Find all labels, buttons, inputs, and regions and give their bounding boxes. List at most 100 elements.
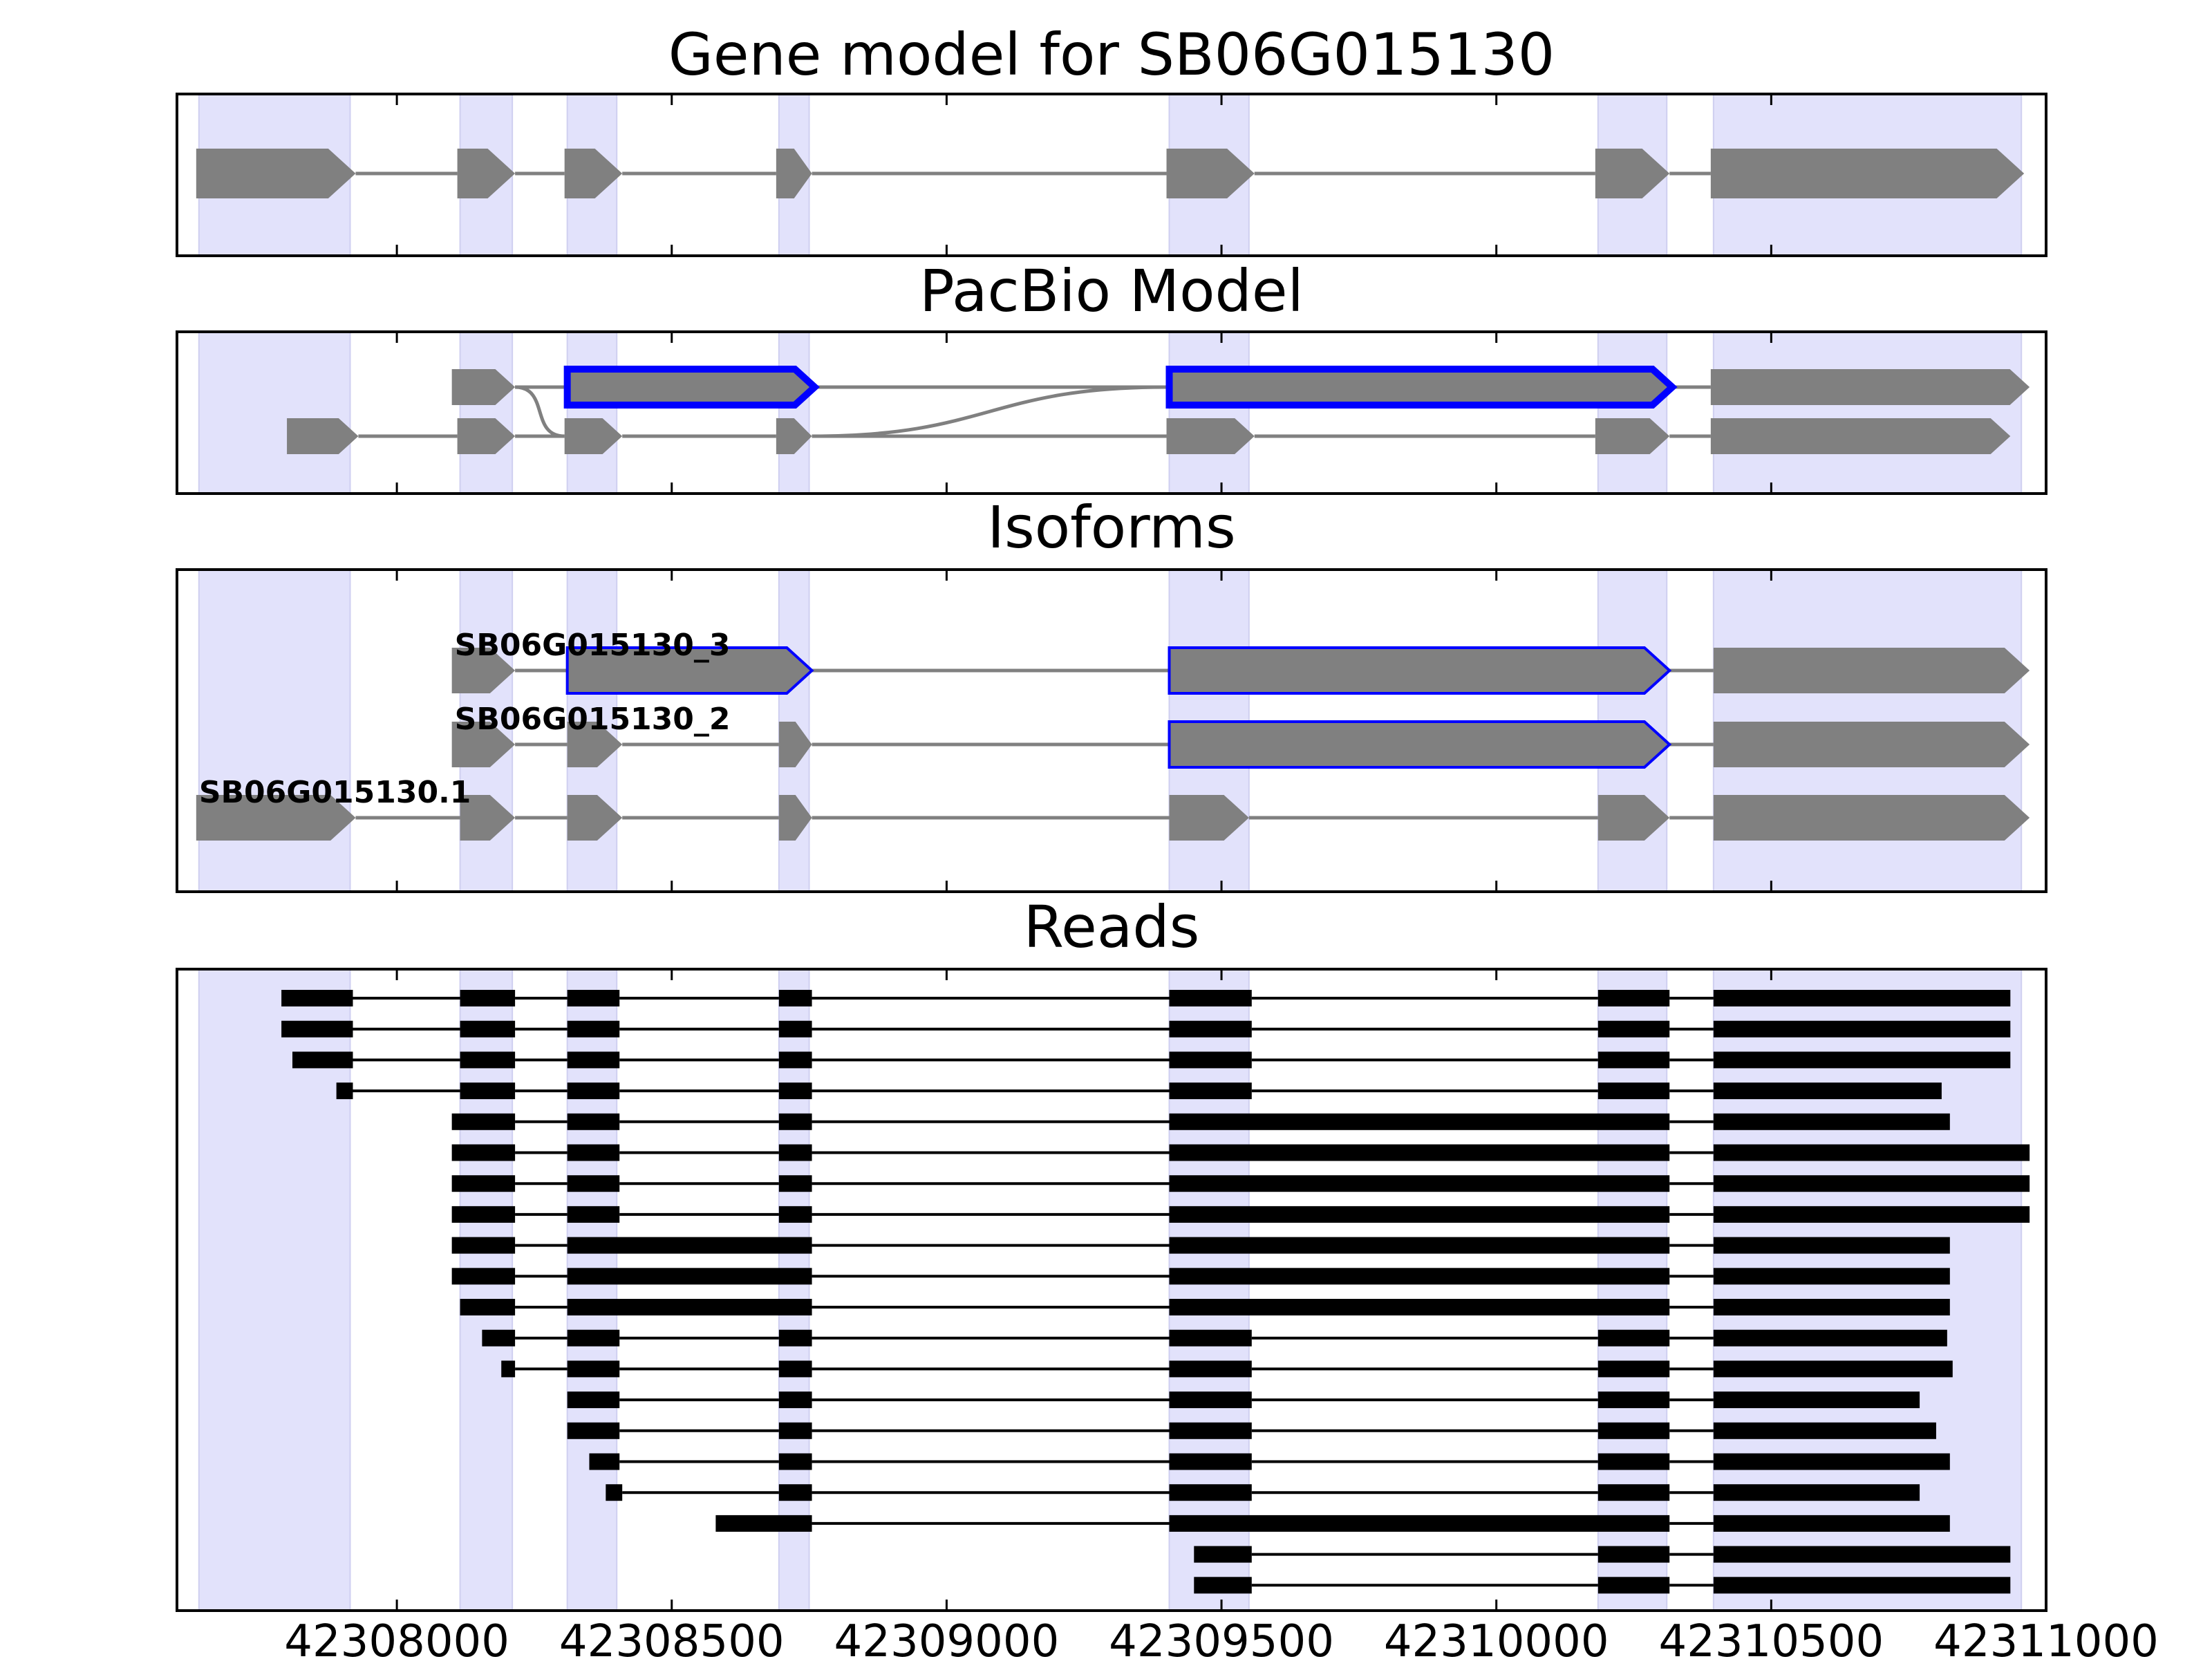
highlighted-exon (1165, 366, 1678, 409)
read-block (778, 1391, 812, 1409)
read-block (1169, 1082, 1252, 1100)
panel-frame (176, 568, 2047, 893)
x-tick-label: 42309000 (834, 1616, 1060, 1659)
read-block (1169, 1484, 1252, 1501)
read-block (1169, 1237, 1670, 1254)
read-block (778, 1484, 812, 1501)
x-tick-label: 42310000 (1384, 1616, 1609, 1659)
read-block (1169, 1515, 1670, 1532)
read-block (567, 1206, 620, 1223)
pacbio-model-panel: PacBio Model (176, 257, 2047, 495)
read-block (451, 1237, 516, 1254)
read-block (567, 990, 620, 1006)
read-block (778, 1113, 812, 1130)
read-block (281, 1020, 353, 1038)
read-block (1169, 1329, 1252, 1347)
read-block (1597, 1051, 1670, 1069)
exon-block (196, 795, 356, 841)
exon-block (1710, 369, 2030, 405)
read-block (1169, 1051, 1252, 1069)
isoforms-panel: Isoforms SB06G015130_3 SB06G015130_2 SB06G0… (176, 494, 2047, 893)
x-tick-label: 42308500 (559, 1616, 785, 1659)
read-block (1713, 1329, 1947, 1347)
read-block (1597, 1391, 1670, 1409)
exon-block (1713, 722, 2030, 767)
read-block (501, 1360, 516, 1378)
exon-block (1169, 795, 1249, 841)
panel-frame (176, 93, 2047, 257)
read-block (778, 1144, 812, 1161)
x-tick-label: 42309500 (1109, 1616, 1334, 1659)
exon-block (776, 418, 812, 454)
read-block (1713, 1546, 2011, 1563)
read-block (482, 1329, 516, 1347)
read-block (778, 1360, 812, 1378)
exon-block (564, 418, 623, 454)
exon-block (457, 149, 516, 198)
read-block (1169, 1299, 1670, 1315)
read-block (589, 1453, 620, 1470)
read-block (451, 1206, 516, 1223)
reads-panel: Reads (176, 893, 2047, 1612)
exon-block (451, 722, 516, 767)
exon-block (460, 795, 516, 841)
read-block (1597, 1422, 1670, 1439)
exon-block (1166, 418, 1255, 454)
read-block (1169, 1453, 1252, 1470)
exon-block (564, 149, 623, 198)
exon-shade-region (1597, 331, 1668, 494)
read-block (1169, 1391, 1252, 1409)
exon-shade-region (1168, 968, 1250, 1611)
panel-title: Reads (1024, 893, 1200, 961)
read-block (1597, 1020, 1670, 1038)
read-block (460, 1299, 516, 1315)
read-block (1169, 1113, 1670, 1130)
x-axis: 42308000 42308500 42309000 42309500 42310000… (284, 1616, 2159, 1659)
exon-block (1713, 795, 2030, 841)
exon-block (287, 418, 359, 454)
read-block (1169, 1422, 1252, 1439)
read-block (1194, 1577, 1252, 1594)
exon-shade-region (198, 569, 351, 892)
read-block (1713, 1453, 1950, 1470)
isoform-label: SB06G015130_3 (455, 628, 731, 663)
read-block (1597, 1082, 1670, 1100)
read-block (1713, 1360, 1953, 1378)
read-block (1713, 1082, 1942, 1100)
read-block (567, 1051, 620, 1069)
isoform-label: SB06G015130_2 (455, 702, 731, 737)
read-block (1169, 1144, 1670, 1161)
read-block (1713, 1020, 2011, 1038)
exon-block (778, 722, 812, 767)
read-block (567, 1237, 812, 1254)
exon-block (1595, 418, 1670, 454)
read-block (1597, 1546, 1670, 1563)
read-block (1713, 990, 2011, 1006)
read-block (1169, 1268, 1670, 1285)
exon-shade-region (1712, 968, 2023, 1611)
read-block (567, 1268, 812, 1285)
exon-block (778, 795, 812, 841)
exon-block (1713, 648, 2030, 693)
read-block (1597, 1484, 1670, 1501)
read-block (1169, 990, 1252, 1006)
read-block (1169, 1175, 1670, 1192)
read-block (1713, 1515, 1950, 1532)
highlighted-exon (1168, 646, 1672, 695)
exon-block (451, 648, 516, 693)
read-block (567, 1391, 620, 1409)
isoform-label: SB06G015130.1 (199, 775, 471, 810)
x-tick-label: 42311000 (1933, 1616, 2159, 1659)
exon-shade-region (198, 968, 351, 1611)
exon-block (1710, 418, 2011, 454)
exon-block (457, 418, 516, 454)
read-block (451, 1144, 516, 1161)
read-block (1713, 1268, 1950, 1285)
read-block (451, 1113, 516, 1130)
read-block (567, 1113, 620, 1130)
read-block (460, 1082, 516, 1100)
read-block (451, 1268, 516, 1285)
read-block (1597, 1360, 1670, 1378)
splice-connector (812, 385, 1167, 438)
read-block (606, 1484, 623, 1501)
